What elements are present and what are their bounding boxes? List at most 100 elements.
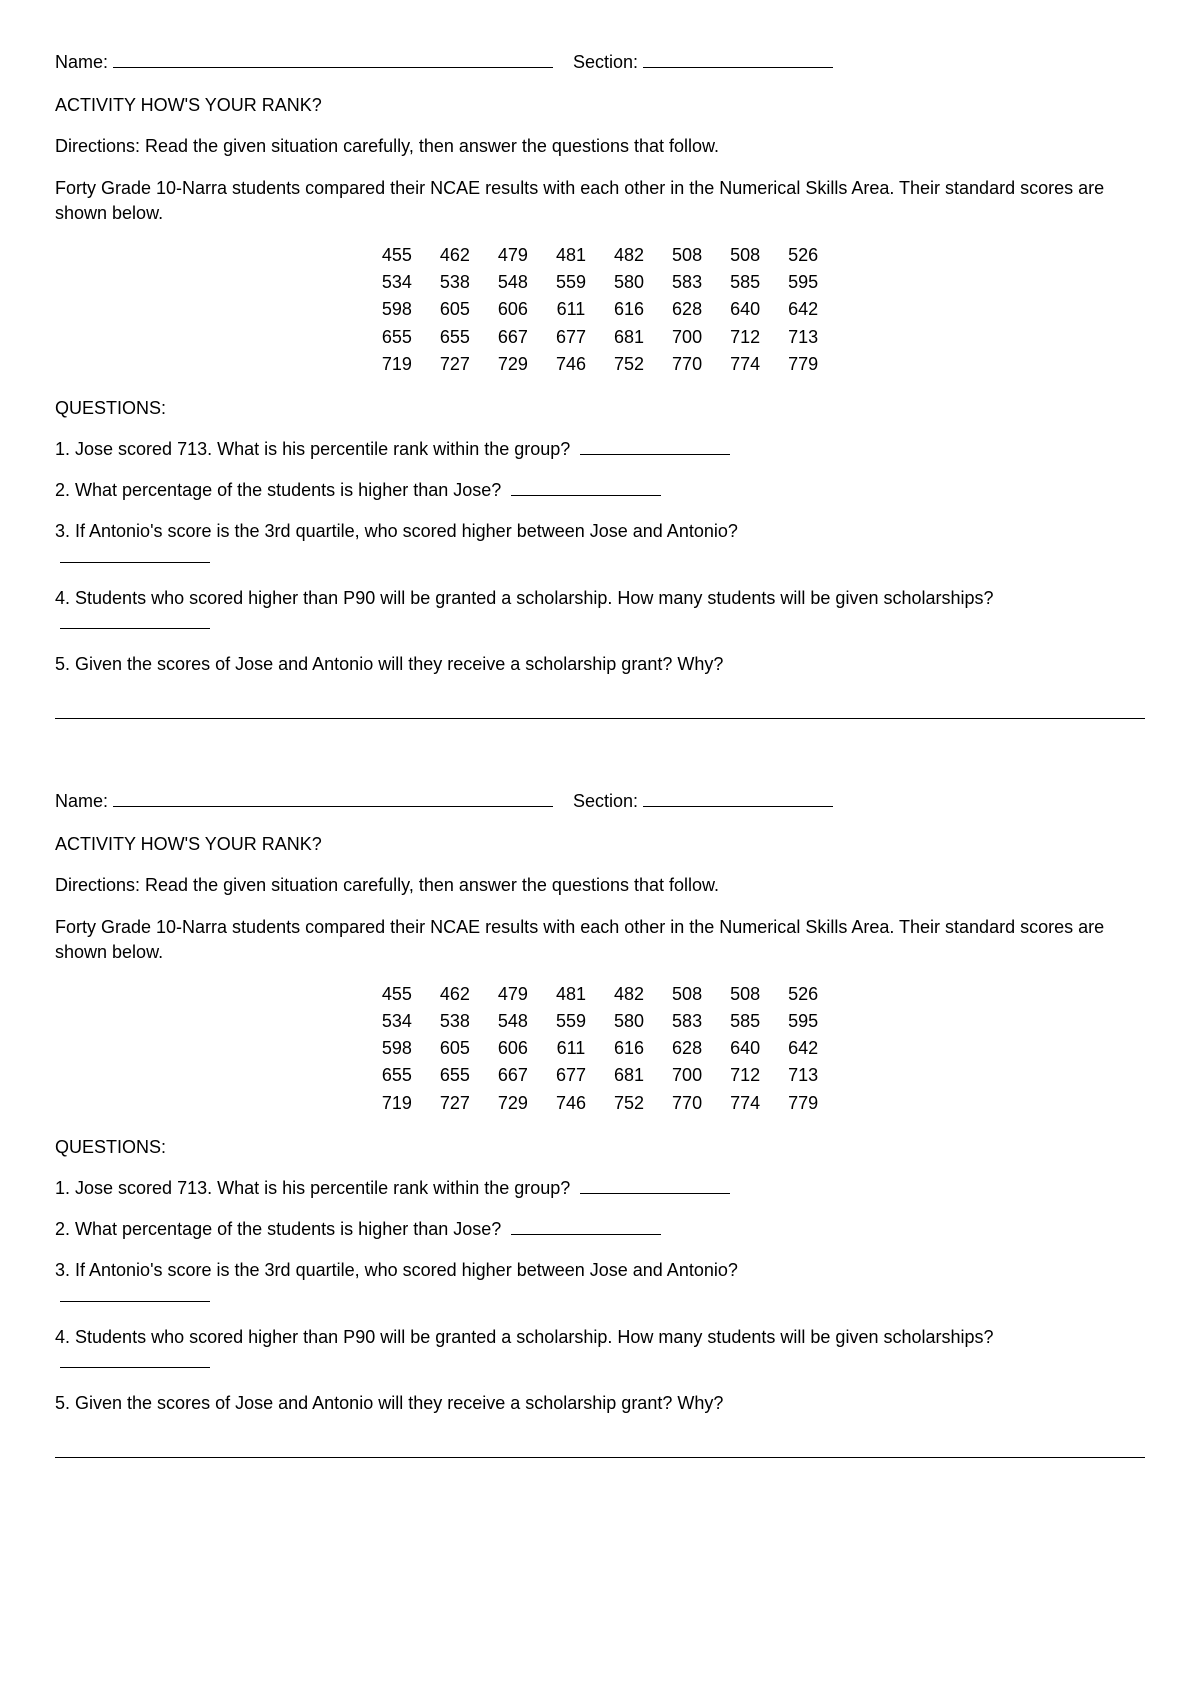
score-cell: 655 <box>426 324 484 351</box>
score-cell: 655 <box>368 324 426 351</box>
score-cell: 667 <box>484 324 542 351</box>
worksheet-copy-1: Name: Section: ACTIVITY HOW'S YOUR RANK?… <box>55 50 1145 719</box>
score-cell: 681 <box>600 1062 658 1089</box>
score-cell: 700 <box>658 1062 716 1089</box>
name-label: Name: <box>55 50 108 75</box>
score-cell: 642 <box>774 1035 832 1062</box>
question-3-text: 3. If Antonio's score is the 3rd quartil… <box>55 1260 738 1280</box>
score-row: 455462479481482508508526 <box>368 242 832 269</box>
question-1: 1. Jose scored 713. What is his percenti… <box>55 1176 1145 1201</box>
score-cell: 462 <box>426 242 484 269</box>
score-cell: 598 <box>368 296 426 323</box>
question-2-text: 2. What percentage of the students is hi… <box>55 1219 501 1239</box>
score-cell: 681 <box>600 324 658 351</box>
score-cell: 752 <box>600 351 658 378</box>
answer-blank-5[interactable] <box>55 1436 1145 1458</box>
answer-blank-1[interactable] <box>580 437 730 455</box>
score-cell: 508 <box>716 981 774 1008</box>
question-3: 3. If Antonio's score is the 3rd quartil… <box>55 519 1145 569</box>
score-cell: 534 <box>368 1008 426 1035</box>
section-blank[interactable] <box>643 50 833 68</box>
answer-blank-5[interactable] <box>55 697 1145 719</box>
name-blank[interactable] <box>113 789 553 807</box>
section-field-group: Section: <box>573 50 833 75</box>
answer-blank-2[interactable] <box>511 1217 661 1235</box>
score-cell: 628 <box>658 296 716 323</box>
score-cell: 746 <box>542 1090 600 1117</box>
score-cell: 713 <box>774 324 832 351</box>
directions-text: Directions: Read the given situation car… <box>55 134 1145 159</box>
intro-text: Forty Grade 10-Narra students compared t… <box>55 176 1145 226</box>
score-cell: 727 <box>426 351 484 378</box>
score-cell: 611 <box>542 1035 600 1062</box>
score-cell: 508 <box>658 242 716 269</box>
question-4-text: 4. Students who scored higher than P90 w… <box>55 588 994 608</box>
answer-blank-1[interactable] <box>580 1176 730 1194</box>
score-cell: 462 <box>426 981 484 1008</box>
name-blank[interactable] <box>113 50 553 68</box>
question-4: 4. Students who scored higher than P90 w… <box>55 586 1145 636</box>
header-row: Name: Section: <box>55 50 1145 75</box>
score-row: 598605606611616628640642 <box>368 296 832 323</box>
score-cell: 583 <box>658 269 716 296</box>
answer-blank-4[interactable] <box>60 1350 210 1368</box>
score-cell: 548 <box>484 269 542 296</box>
section-blank[interactable] <box>643 789 833 807</box>
question-3: 3. If Antonio's score is the 3rd quartil… <box>55 1258 1145 1308</box>
score-cell: 482 <box>600 981 658 1008</box>
answer-blank-2[interactable] <box>511 478 661 496</box>
score-cell: 598 <box>368 1035 426 1062</box>
question-4-text: 4. Students who scored higher than P90 w… <box>55 1327 994 1347</box>
scores-table: 455462479481482508508526 534538548559580… <box>368 242 832 378</box>
score-cell: 667 <box>484 1062 542 1089</box>
score-cell: 595 <box>774 269 832 296</box>
score-cell: 640 <box>716 1035 774 1062</box>
score-cell: 677 <box>542 1062 600 1089</box>
activity-title: ACTIVITY HOW'S YOUR RANK? <box>55 93 1145 118</box>
score-cell: 538 <box>426 1008 484 1035</box>
question-2: 2. What percentage of the students is hi… <box>55 478 1145 503</box>
section-label: Section: <box>573 50 638 75</box>
score-cell: 585 <box>716 1008 774 1035</box>
score-cell: 585 <box>716 269 774 296</box>
score-cell: 712 <box>716 324 774 351</box>
score-cell: 719 <box>368 351 426 378</box>
score-cell: 719 <box>368 1090 426 1117</box>
score-cell: 729 <box>484 1090 542 1117</box>
name-field-group: Name: <box>55 50 573 75</box>
answer-blank-4[interactable] <box>60 611 210 629</box>
score-cell: 605 <box>426 1035 484 1062</box>
question-5-text: 5. Given the scores of Jose and Antonio … <box>55 654 723 674</box>
scores-table: 455462479481482508508526 534538548559580… <box>368 981 832 1117</box>
section-label: Section: <box>573 789 638 814</box>
score-row: 655655667677681700712713 <box>368 324 832 351</box>
question-5-text: 5. Given the scores of Jose and Antonio … <box>55 1393 723 1413</box>
score-cell: 729 <box>484 351 542 378</box>
score-cell: 580 <box>600 269 658 296</box>
answer-blank-3[interactable] <box>60 545 210 563</box>
question-2: 2. What percentage of the students is hi… <box>55 1217 1145 1242</box>
score-cell: 752 <box>600 1090 658 1117</box>
score-cell: 616 <box>600 296 658 323</box>
score-cell: 482 <box>600 242 658 269</box>
question-1-text: 1. Jose scored 713. What is his percenti… <box>55 1178 570 1198</box>
score-cell: 640 <box>716 296 774 323</box>
score-cell: 455 <box>368 242 426 269</box>
score-cell: 779 <box>774 351 832 378</box>
score-cell: 746 <box>542 351 600 378</box>
activity-title: ACTIVITY HOW'S YOUR RANK? <box>55 832 1145 857</box>
question-3-text: 3. If Antonio's score is the 3rd quartil… <box>55 521 738 541</box>
score-cell: 655 <box>426 1062 484 1089</box>
section-field-group: Section: <box>573 789 833 814</box>
score-cell: 455 <box>368 981 426 1008</box>
name-label: Name: <box>55 789 108 814</box>
score-cell: 779 <box>774 1090 832 1117</box>
answer-blank-3[interactable] <box>60 1284 210 1302</box>
score-row: 719727729746752770774779 <box>368 1090 832 1117</box>
question-1: 1. Jose scored 713. What is his percenti… <box>55 437 1145 462</box>
score-cell: 526 <box>774 242 832 269</box>
name-field-group: Name: <box>55 789 573 814</box>
questions-heading: QUESTIONS: <box>55 1135 1145 1160</box>
question-1-text: 1. Jose scored 713. What is his percenti… <box>55 439 570 459</box>
score-cell: 770 <box>658 1090 716 1117</box>
